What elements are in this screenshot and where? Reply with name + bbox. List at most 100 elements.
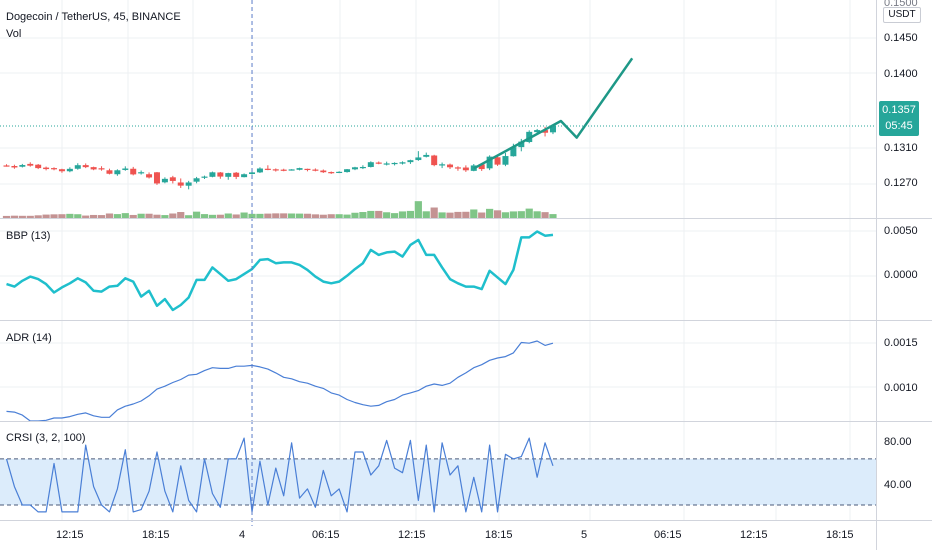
volume-bar-29 <box>232 214 240 218</box>
bbp-title: BBP (13) <box>6 230 51 242</box>
volume-bar-49 <box>390 213 399 218</box>
candle-body-46 <box>367 162 374 167</box>
volume-bar-13 <box>105 213 114 218</box>
candle-body-12 <box>98 168 105 170</box>
volume-bar-0 <box>2 215 11 218</box>
candle-body-45 <box>359 166 366 169</box>
candle-body-16 <box>130 168 137 175</box>
volume-bar-3 <box>26 215 34 218</box>
candle-body-18 <box>146 174 153 178</box>
price-tick-1: 0.1400 <box>884 68 918 80</box>
volume-bar-17 <box>137 213 145 218</box>
candle-body-26 <box>209 172 216 177</box>
candle-body-67 <box>534 130 541 133</box>
grid-lines <box>0 0 876 520</box>
volume-bar-23 <box>185 215 193 218</box>
volume-bar-26 <box>208 214 217 218</box>
volume-bar-66 <box>525 208 533 218</box>
candle-body-31 <box>249 172 256 174</box>
volume-bar-57 <box>454 211 462 218</box>
volume-bar-14 <box>113 214 121 218</box>
volume-bar-2 <box>18 215 26 218</box>
volume-bar-36 <box>288 213 296 218</box>
bar-countdown: 05:45 <box>885 120 913 132</box>
candle-body-25 <box>201 176 208 178</box>
candle-body-19 <box>153 172 160 184</box>
price-tick-2: 0.1310 <box>884 142 918 154</box>
candle-body-55 <box>439 164 446 166</box>
time-label-4: 12:15 <box>398 529 426 541</box>
candle-body-54 <box>431 155 438 166</box>
adr-title: ADR (14) <box>6 332 52 344</box>
volume-bar-7 <box>58 214 66 218</box>
volume-bar-11 <box>90 214 98 218</box>
time-label-7: 06:15 <box>654 529 682 541</box>
volume-bar-52 <box>414 201 422 218</box>
candle-body-37 <box>296 168 303 170</box>
volume-bar-19 <box>153 214 161 218</box>
candle-body-52 <box>415 157 422 161</box>
time-label-6: 5 <box>581 529 588 541</box>
volume-bar-16 <box>129 214 137 218</box>
volume-bar-45 <box>359 212 367 218</box>
candle-body-60 <box>478 164 485 170</box>
volume-bar-50 <box>398 211 407 218</box>
candle-body-1 <box>11 166 18 168</box>
adr-line <box>6 340 554 422</box>
volume-bar-33 <box>264 213 272 218</box>
candle-body-7 <box>58 169 65 172</box>
volume-bar-9 <box>74 214 82 218</box>
candle-body-35 <box>280 169 287 171</box>
volume-bar-47 <box>375 210 383 218</box>
crsi-line <box>5 437 554 513</box>
volume-bar-27 <box>216 214 224 218</box>
candle-body-5 <box>43 167 50 170</box>
volume-bar-8 <box>66 213 74 218</box>
candle-body-22 <box>177 182 184 186</box>
price-tick-0: 0.1450 <box>884 32 918 44</box>
candle-body-38 <box>304 168 311 171</box>
candle-body-0 <box>3 165 10 167</box>
time-label-2: 4 <box>239 529 246 541</box>
candle-body-4 <box>35 164 42 169</box>
bbp-line <box>6 230 554 312</box>
adr-tick-1: 0.0010 <box>884 382 918 394</box>
candle-body-44 <box>351 167 358 170</box>
volume-bar-64 <box>509 211 517 218</box>
candle-body-63 <box>502 156 509 165</box>
candle-body-6 <box>51 168 58 170</box>
candle-body-27 <box>217 172 224 177</box>
volume-bar-44 <box>351 212 359 218</box>
projection-path <box>473 57 634 170</box>
candle-body-64 <box>510 147 517 157</box>
candle-body-49 <box>391 162 398 165</box>
volume-bar-41 <box>327 214 335 218</box>
candle-body-41 <box>328 172 335 174</box>
volume-bar-67 <box>533 211 541 218</box>
volume-bar-56 <box>446 212 454 218</box>
candle-body-43 <box>344 169 351 173</box>
volume-bar-12 <box>97 215 106 218</box>
volume-label: Vol <box>6 28 22 40</box>
candle-body-14 <box>114 170 121 175</box>
volume-bar-32 <box>256 213 264 218</box>
price-tick-top: 0.1500 <box>884 0 918 9</box>
volume-bar-30 <box>240 212 248 218</box>
candle-body-2 <box>19 165 26 167</box>
volume-bar-34 <box>272 213 280 218</box>
candle-body-3 <box>27 163 34 166</box>
volume-bar-20 <box>161 215 169 218</box>
candle-body-21 <box>169 177 176 181</box>
candle-body-36 <box>288 169 295 171</box>
candle-body-58 <box>462 167 469 171</box>
currency-badge[interactable]: USDT <box>883 7 921 23</box>
volume-bar-31 <box>248 213 256 218</box>
candle-body-11 <box>90 167 97 170</box>
candle-body-69 <box>549 125 556 133</box>
candle-body-39 <box>312 169 319 171</box>
candle-body-40 <box>320 170 327 173</box>
candle-body-13 <box>106 170 113 174</box>
candle-body-15 <box>122 168 129 170</box>
